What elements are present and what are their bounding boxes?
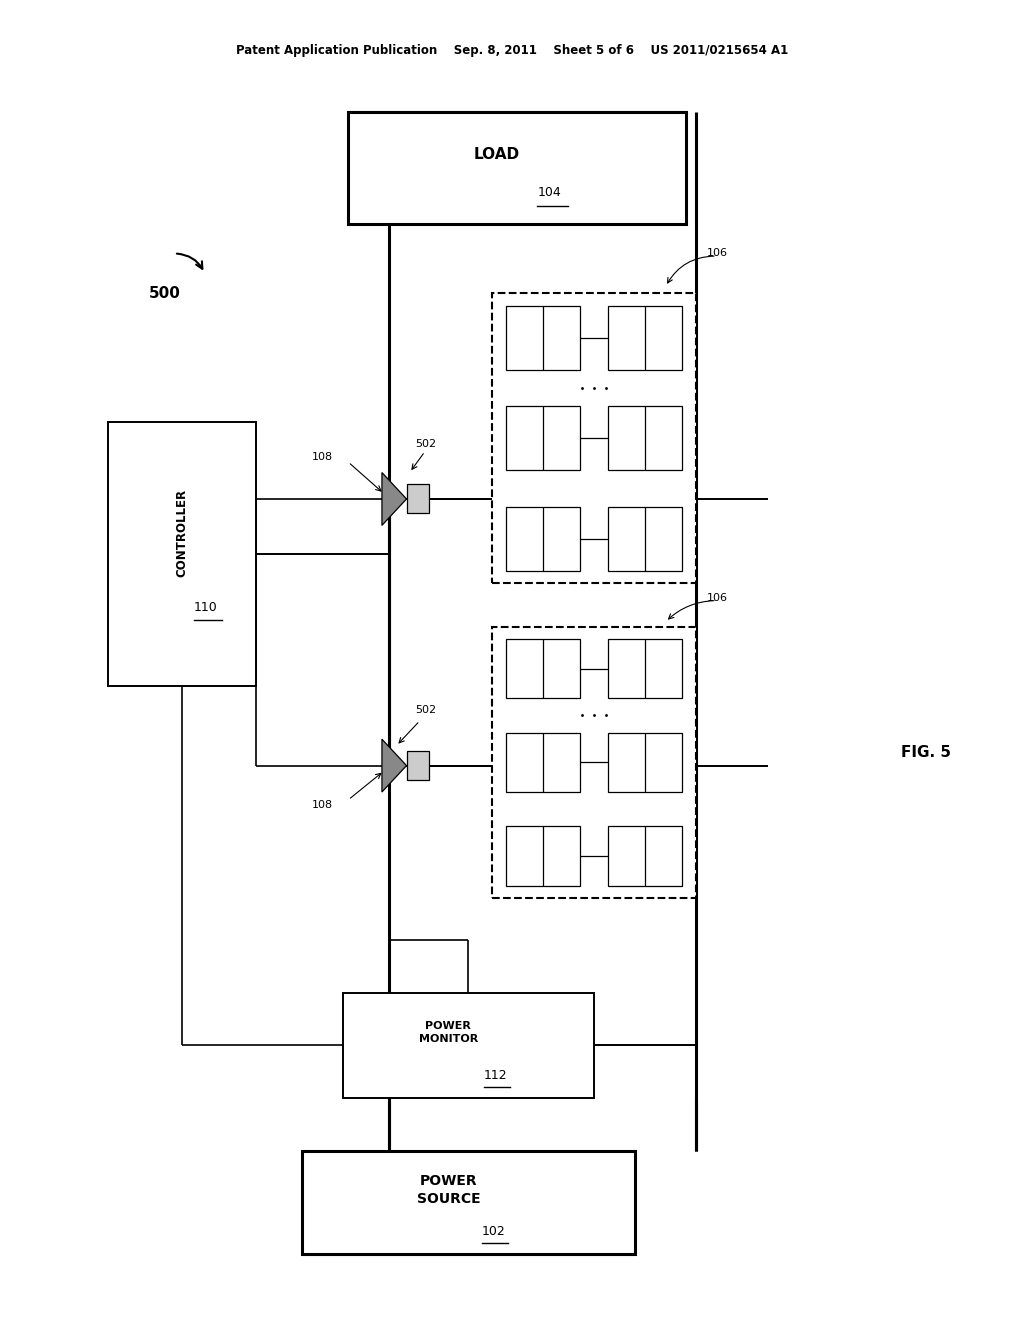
FancyBboxPatch shape (506, 733, 580, 792)
FancyBboxPatch shape (492, 293, 696, 583)
Text: 108: 108 (311, 451, 333, 462)
Text: POWER
MONITOR: POWER MONITOR (419, 1022, 478, 1044)
FancyBboxPatch shape (343, 993, 594, 1098)
Text: Patent Application Publication    Sep. 8, 2011    Sheet 5 of 6    US 2011/021565: Patent Application Publication Sep. 8, 2… (236, 44, 788, 57)
FancyBboxPatch shape (108, 422, 256, 686)
Text: 112: 112 (483, 1068, 507, 1081)
FancyBboxPatch shape (506, 826, 580, 886)
FancyBboxPatch shape (506, 407, 580, 470)
FancyBboxPatch shape (608, 826, 682, 886)
FancyBboxPatch shape (506, 507, 580, 570)
FancyBboxPatch shape (608, 306, 682, 370)
Text: POWER
SOURCE: POWER SOURCE (417, 1173, 480, 1206)
Text: FIG. 5: FIG. 5 (901, 744, 951, 760)
FancyBboxPatch shape (302, 1151, 635, 1254)
Text: 500: 500 (148, 285, 180, 301)
Text: 108: 108 (311, 800, 333, 810)
Text: 104: 104 (538, 186, 561, 199)
FancyBboxPatch shape (608, 407, 682, 470)
FancyBboxPatch shape (407, 751, 429, 780)
Polygon shape (382, 739, 407, 792)
Polygon shape (382, 473, 407, 525)
FancyBboxPatch shape (348, 112, 686, 224)
FancyBboxPatch shape (608, 507, 682, 570)
FancyBboxPatch shape (492, 627, 696, 898)
FancyBboxPatch shape (608, 639, 682, 698)
FancyBboxPatch shape (608, 733, 682, 792)
Text: 110: 110 (194, 601, 217, 614)
Text: 106: 106 (707, 593, 728, 603)
FancyBboxPatch shape (407, 484, 429, 513)
FancyBboxPatch shape (506, 639, 580, 698)
Text: 502: 502 (415, 705, 436, 715)
Text: 502: 502 (415, 438, 436, 449)
Text: LOAD: LOAD (474, 148, 520, 162)
FancyBboxPatch shape (506, 306, 580, 370)
Text: CONTROLLER: CONTROLLER (175, 490, 188, 577)
Text: 102: 102 (482, 1225, 506, 1238)
Text: 106: 106 (707, 248, 728, 259)
